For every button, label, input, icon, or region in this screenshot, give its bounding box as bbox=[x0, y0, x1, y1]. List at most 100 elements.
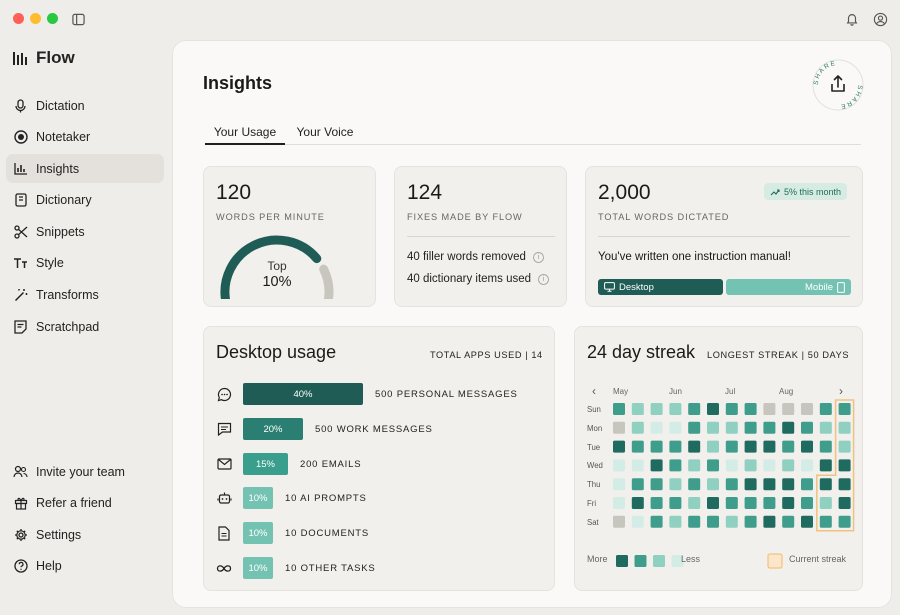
streak-day-cell[interactable] bbox=[838, 478, 851, 491]
streak-day-cell[interactable] bbox=[782, 403, 795, 415]
streak-day-cell[interactable] bbox=[650, 440, 663, 453]
streak-day-cell[interactable] bbox=[744, 421, 757, 434]
streak-day-cell[interactable] bbox=[669, 459, 682, 472]
sidebar-toggle-icon[interactable] bbox=[68, 9, 88, 29]
streak-day-cell[interactable] bbox=[801, 478, 813, 491]
streak-day-cell[interactable] bbox=[763, 440, 776, 453]
streak-day-cell[interactable] bbox=[763, 515, 776, 528]
streak-day-cell[interactable] bbox=[613, 478, 625, 491]
streak-day-cell[interactable] bbox=[650, 459, 663, 472]
sidebar-item-invite-your-team[interactable]: Invite your team bbox=[6, 457, 164, 486]
close-window-button[interactable] bbox=[13, 13, 24, 24]
streak-day-cell[interactable] bbox=[613, 515, 625, 528]
streak-day-cell[interactable] bbox=[782, 497, 795, 509]
streak-day-cell[interactable] bbox=[707, 478, 719, 491]
streak-day-cell[interactable] bbox=[650, 421, 663, 434]
streak-day-cell[interactable] bbox=[613, 421, 625, 434]
streak-day-cell[interactable] bbox=[763, 421, 776, 434]
sidebar-item-style[interactable]: Style bbox=[6, 249, 164, 278]
streak-day-cell[interactable] bbox=[782, 478, 795, 491]
streak-day-cell[interactable] bbox=[744, 497, 757, 509]
streak-day-cell[interactable] bbox=[838, 421, 851, 434]
streak-day-cell[interactable] bbox=[613, 497, 625, 509]
streak-day-cell[interactable] bbox=[819, 440, 832, 453]
streak-day-cell[interactable] bbox=[688, 478, 701, 491]
streak-day-cell[interactable] bbox=[650, 515, 663, 528]
streak-day-cell[interactable] bbox=[801, 515, 813, 528]
streak-day-cell[interactable] bbox=[819, 497, 832, 509]
streak-day-cell[interactable] bbox=[782, 459, 795, 472]
sidebar-item-dictionary[interactable]: Dictionary bbox=[6, 186, 164, 215]
streak-day-cell[interactable] bbox=[725, 403, 738, 415]
streak-day-cell[interactable] bbox=[688, 459, 701, 472]
streak-day-cell[interactable] bbox=[782, 515, 795, 528]
sidebar-item-snippets[interactable]: Snippets bbox=[6, 217, 164, 246]
streak-day-cell[interactable] bbox=[688, 497, 701, 509]
share-button[interactable]: SHARE SHARE bbox=[811, 58, 865, 112]
streak-day-cell[interactable] bbox=[782, 440, 795, 453]
streak-day-cell[interactable] bbox=[763, 478, 776, 491]
streak-day-cell[interactable] bbox=[819, 515, 832, 528]
streak-day-cell[interactable] bbox=[819, 459, 832, 472]
streak-day-cell[interactable] bbox=[744, 459, 757, 472]
chevron-right-icon[interactable]: › bbox=[839, 384, 843, 398]
streak-day-cell[interactable] bbox=[707, 421, 719, 434]
minimize-window-button[interactable] bbox=[30, 13, 41, 24]
streak-day-cell[interactable] bbox=[707, 403, 719, 415]
streak-day-cell[interactable] bbox=[801, 497, 813, 509]
streak-day-cell[interactable] bbox=[725, 497, 738, 509]
streak-day-cell[interactable] bbox=[838, 459, 851, 472]
streak-day-cell[interactable] bbox=[819, 403, 832, 415]
streak-day-cell[interactable] bbox=[707, 515, 719, 528]
streak-day-cell[interactable] bbox=[801, 459, 813, 472]
sidebar-item-help[interactable]: Help bbox=[6, 552, 164, 581]
info-icon[interactable]: i bbox=[538, 273, 550, 285]
streak-day-cell[interactable] bbox=[838, 497, 851, 509]
streak-day-cell[interactable] bbox=[669, 421, 682, 434]
streak-day-cell[interactable] bbox=[744, 478, 757, 491]
sidebar-item-transforms[interactable]: Transforms bbox=[6, 281, 164, 310]
streak-day-cell[interactable] bbox=[669, 403, 682, 415]
streak-day-cell[interactable] bbox=[725, 478, 738, 491]
maximize-window-button[interactable] bbox=[47, 13, 58, 24]
sidebar-item-insights[interactable]: Insights bbox=[6, 154, 164, 184]
streak-day-cell[interactable] bbox=[613, 459, 625, 472]
streak-day-cell[interactable] bbox=[725, 515, 738, 528]
streak-day-cell[interactable] bbox=[838, 403, 851, 415]
streak-day-cell[interactable] bbox=[669, 440, 682, 453]
streak-day-cell[interactable] bbox=[725, 440, 738, 453]
streak-day-cell[interactable] bbox=[650, 403, 663, 415]
streak-day-cell[interactable] bbox=[744, 515, 757, 528]
desktop-share-bar[interactable]: Desktop bbox=[598, 279, 723, 295]
streak-day-cell[interactable] bbox=[707, 497, 719, 509]
streak-day-cell[interactable] bbox=[688, 421, 701, 434]
streak-day-cell[interactable] bbox=[763, 403, 776, 415]
streak-day-cell[interactable] bbox=[707, 459, 719, 472]
tab-your-voice[interactable]: Your Voice bbox=[296, 125, 354, 139]
info-icon[interactable]: i bbox=[532, 251, 544, 263]
sidebar-item-dictation[interactable]: Dictation bbox=[6, 91, 164, 120]
streak-day-cell[interactable] bbox=[631, 478, 644, 491]
streak-day-cell[interactable] bbox=[669, 497, 682, 509]
streak-day-cell[interactable] bbox=[763, 459, 776, 472]
streak-day-cell[interactable] bbox=[669, 478, 682, 491]
streak-day-cell[interactable] bbox=[669, 515, 682, 528]
streak-day-cell[interactable] bbox=[801, 421, 813, 434]
streak-day-cell[interactable] bbox=[838, 515, 851, 528]
sidebar-item-refer-a-friend[interactable]: Refer a friend bbox=[6, 489, 164, 518]
streak-day-cell[interactable] bbox=[613, 403, 625, 415]
notification-bell-icon[interactable] bbox=[842, 9, 862, 29]
streak-day-cell[interactable] bbox=[688, 403, 701, 415]
sidebar-item-notetaker[interactable]: Notetaker bbox=[6, 123, 164, 152]
streak-day-cell[interactable] bbox=[744, 403, 757, 415]
streak-day-cell[interactable] bbox=[725, 459, 738, 472]
streak-day-cell[interactable] bbox=[688, 515, 701, 528]
account-icon[interactable] bbox=[870, 9, 890, 29]
sidebar-item-scratchpad[interactable]: Scratchpad bbox=[6, 312, 164, 341]
streak-day-cell[interactable] bbox=[744, 440, 757, 453]
streak-day-cell[interactable] bbox=[688, 440, 701, 453]
streak-day-cell[interactable] bbox=[707, 440, 719, 453]
chevron-left-icon[interactable]: ‹ bbox=[592, 384, 596, 398]
streak-day-cell[interactable] bbox=[838, 440, 851, 453]
streak-day-cell[interactable] bbox=[725, 421, 738, 434]
